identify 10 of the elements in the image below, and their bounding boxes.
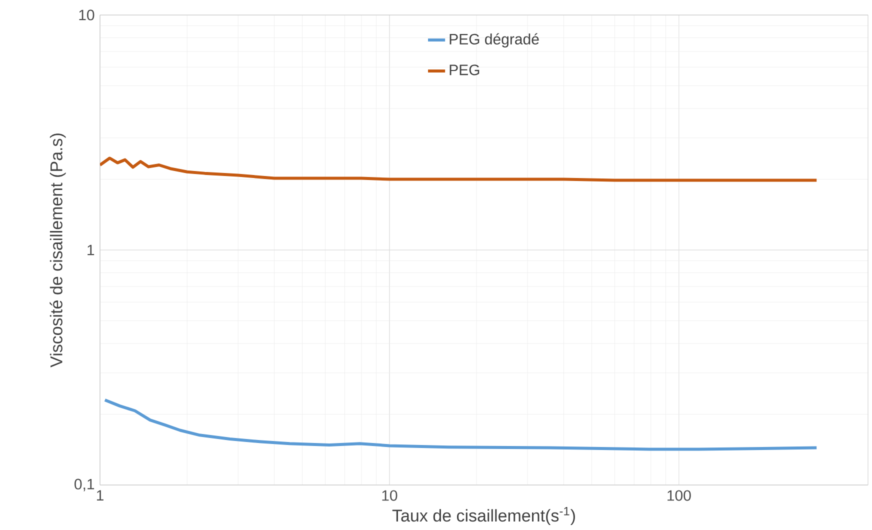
x-tick-label: 100	[668, 490, 691, 501]
legend-label: PEG	[450, 64, 480, 76]
y-axis-title: Viscosité de cisaillement (Pa.s)	[50, 134, 66, 368]
legend-label: PEG dégradé	[450, 33, 539, 48]
x-tick-label: 1	[96, 490, 104, 501]
x-tick-label: 10	[382, 490, 398, 501]
x-axis-title: Taux de cisaillement(s$^{-1}$)	[392, 507, 575, 525]
y-tick-label: 1	[88, 244, 94, 256]
y-tick-label: 10	[79, 10, 94, 20]
y-tick-label: 0,1	[74, 478, 94, 492]
